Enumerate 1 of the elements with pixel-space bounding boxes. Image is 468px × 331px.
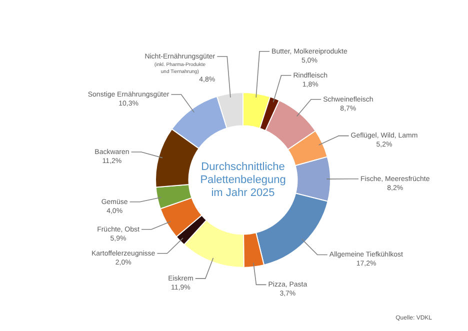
text: Durchschnittliche Palettenbelegung im Jahr 2025 [200, 161, 286, 200]
